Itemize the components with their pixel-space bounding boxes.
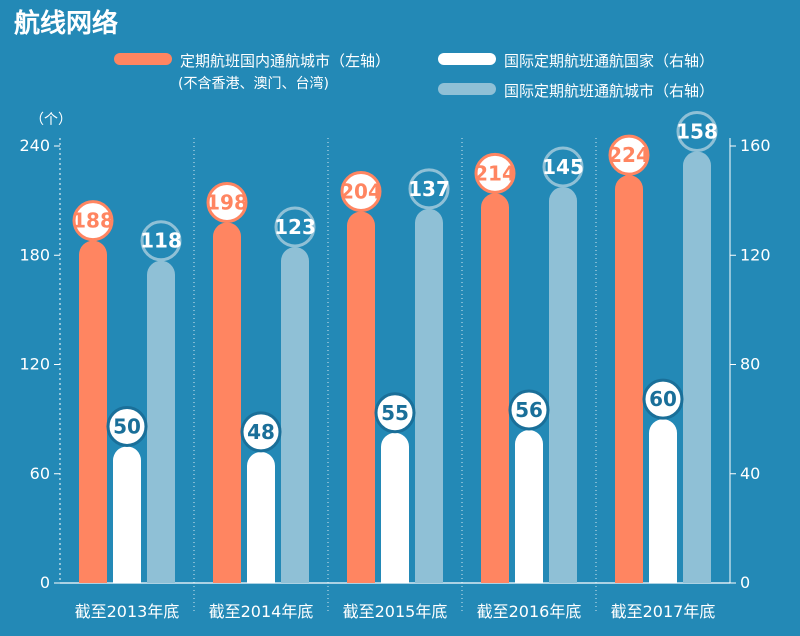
data-label: 145 [542, 155, 584, 179]
data-label: 204 [340, 180, 382, 204]
category-label: 截至2015年底 [343, 602, 448, 621]
left-axis-unit-label: （个） [30, 112, 72, 128]
value-bubble [508, 389, 550, 431]
value-bubble [474, 152, 516, 194]
bar-intl-countries [515, 430, 543, 583]
data-label: 56 [515, 398, 543, 422]
data-label: 158 [676, 119, 718, 143]
bar-intl-cities [549, 186, 577, 584]
bar-intl-countries [113, 446, 141, 583]
category-label: 截至2013年底 [75, 602, 180, 621]
value-bubble [274, 206, 316, 248]
category-label: 截至2017年底 [611, 602, 716, 621]
bar-domestic-cities [347, 211, 375, 583]
legend-item-domestic: 定期航班国内通航城市（左轴） (不含香港、澳门、台湾) [114, 52, 390, 92]
legend-swatch-domestic [114, 53, 172, 65]
legend-label-intl-cities: 国际定期航班通航城市（右轴） [504, 82, 714, 100]
right-tick-label: 40 [740, 464, 760, 483]
value-bubble [340, 171, 382, 213]
bar-intl-cities [683, 151, 711, 583]
category-labels: 截至2013年底 截至2014年底 截至2015年底 截至2016年底 截至2017年底 [75, 602, 716, 621]
value-bubble [676, 110, 718, 152]
bar-domestic-cities [615, 175, 643, 583]
bar-intl-cities [415, 208, 443, 583]
bar-domestic-cities [481, 193, 509, 583]
value-bubble [106, 405, 148, 447]
data-label: 224 [608, 143, 650, 167]
bar-intl-cities [281, 247, 309, 583]
bar-domestic-cities [213, 222, 241, 583]
chart-title: 航线网络 [14, 8, 118, 39]
bar-intl-cities [147, 260, 175, 583]
bar-intl-countries [381, 432, 409, 583]
value-labels: 188 50 118 198 48 123 204 55 137 214 56 145 224 60 158 [72, 110, 718, 453]
right-tick-label: 160 [740, 136, 771, 155]
value-bubble [140, 220, 182, 262]
data-label: 60 [649, 387, 677, 411]
category-label: 截至2016年底 [477, 602, 582, 621]
value-bubble [608, 134, 650, 176]
value-bubble [642, 378, 684, 420]
legend-swatch-intl-countries [438, 53, 496, 65]
data-label: 118 [140, 229, 182, 253]
value-bubble [72, 200, 114, 242]
legend-swatch-intl-cities [438, 83, 496, 95]
legend-item-intl-countries: 国际定期航班通航国家（右轴） [438, 52, 714, 70]
left-tick-label: 240 [19, 136, 50, 155]
data-label: 55 [381, 401, 409, 425]
data-label: 123 [274, 215, 316, 239]
legend: 定期航班国内通航城市（左轴） (不含香港、澳门、台湾) 国际定期航班通航国家（右… [114, 52, 714, 100]
legend-label-intl-countries: 国际定期航班通航国家（右轴） [504, 52, 714, 70]
bar-domestic-cities [79, 240, 107, 583]
legend-label-domestic: 定期航班国内通航城市（左轴） [180, 52, 390, 70]
right-tick-label: 80 [740, 355, 760, 374]
bar-intl-countries [649, 419, 677, 583]
value-bubble [374, 392, 416, 434]
value-bubble [206, 181, 248, 223]
bars [79, 151, 711, 584]
data-label: 137 [408, 177, 450, 201]
data-label: 188 [72, 209, 114, 233]
value-bubble [408, 168, 450, 210]
left-tick-label: 180 [19, 245, 50, 264]
right-tick-label: 120 [740, 245, 771, 264]
category-separators [193, 138, 597, 612]
value-bubble [240, 411, 282, 453]
data-label: 48 [247, 420, 275, 444]
left-tick-label: 0 [40, 573, 50, 592]
data-label: 214 [474, 161, 516, 185]
axes: 0 60 120 180 240 0 40 80 120 160 [19, 136, 770, 592]
legend-item-intl-cities: 国际定期航班通航城市（右轴） [438, 82, 714, 100]
category-label: 截至2014年底 [209, 602, 314, 621]
legend-note-domestic: (不含香港、澳门、台湾) [178, 75, 329, 92]
data-label: 198 [206, 190, 248, 214]
left-tick-label: 120 [19, 355, 50, 374]
bar-intl-countries [247, 451, 275, 583]
left-tick-label: 60 [30, 464, 50, 483]
right-tick-label: 0 [740, 573, 750, 592]
data-label: 50 [113, 414, 141, 438]
value-bubble [542, 146, 584, 188]
